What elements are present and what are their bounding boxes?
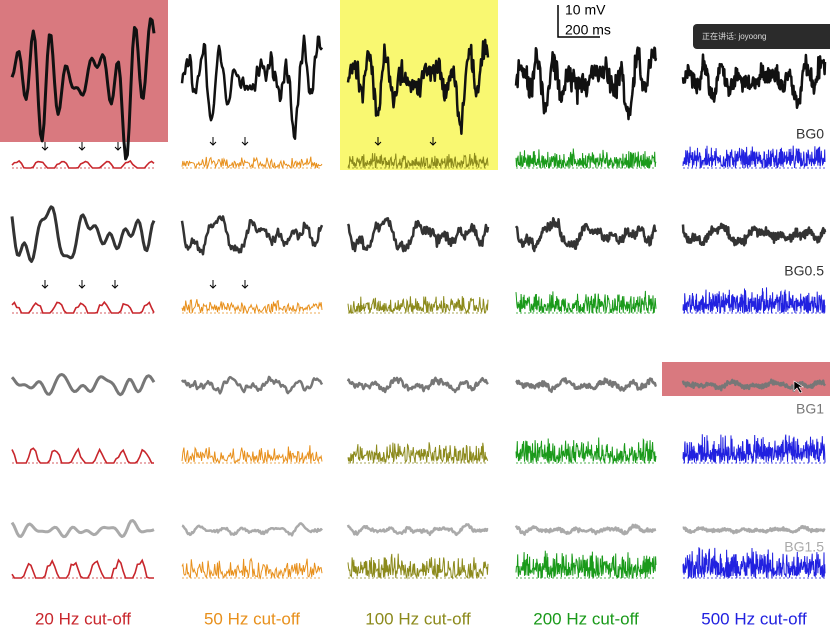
scale-bar bbox=[557, 5, 600, 38]
voltage-trace bbox=[681, 222, 827, 247]
arrow bbox=[241, 137, 249, 146]
spike-trace bbox=[515, 148, 657, 169]
spike-trace bbox=[181, 445, 323, 464]
traces bbox=[10, 17, 827, 580]
voltage-trace bbox=[681, 378, 826, 393]
column-label: 500 Hz cut-off bbox=[701, 609, 807, 628]
cursor bbox=[793, 380, 804, 394]
column-label: 20 Hz cut-off bbox=[35, 609, 131, 628]
voltage-trace bbox=[346, 376, 489, 394]
voltage-trace bbox=[10, 17, 156, 161]
voltage-trace bbox=[180, 34, 324, 140]
spike-trace bbox=[181, 299, 323, 314]
voltage-trace bbox=[180, 215, 324, 256]
spike-trace bbox=[515, 290, 657, 314]
spike-trace bbox=[515, 437, 657, 465]
voltage-trace bbox=[10, 205, 156, 263]
voltage-trace bbox=[514, 523, 657, 536]
voltage-trace bbox=[10, 373, 156, 397]
spike-trace bbox=[682, 287, 826, 314]
arrow bbox=[241, 280, 249, 289]
voltage-trace bbox=[180, 375, 324, 395]
arrow bbox=[429, 137, 437, 146]
speaker-tooltip bbox=[693, 24, 830, 49]
column-label: 50 Hz cut-off bbox=[204, 609, 300, 628]
voltage-trace bbox=[514, 46, 658, 121]
voltage-trace bbox=[346, 38, 490, 135]
scale-voltage: 10 mV bbox=[565, 2, 606, 18]
highlight-box bbox=[0, 0, 168, 142]
spike-trace bbox=[515, 550, 657, 580]
spike-trace bbox=[181, 156, 323, 170]
row-label: BG0.5 bbox=[784, 263, 824, 279]
voltage-trace bbox=[681, 53, 827, 110]
voltage-trace bbox=[514, 217, 658, 253]
arrow bbox=[114, 142, 122, 151]
speaker-text: 正在讲话: joyoong bbox=[702, 31, 766, 41]
row-label: BG1 bbox=[796, 401, 824, 417]
spike-trace bbox=[682, 434, 826, 463]
arrow bbox=[209, 280, 217, 289]
arrow bbox=[41, 280, 49, 289]
spike-trace bbox=[181, 557, 323, 580]
voltage-trace bbox=[346, 523, 489, 537]
voltage-trace bbox=[10, 519, 155, 539]
spike-trace bbox=[347, 553, 489, 580]
spike-trace bbox=[347, 152, 489, 170]
spike-trace bbox=[682, 145, 826, 169]
spike-trace bbox=[11, 558, 154, 579]
column-label: 200 Hz cut-off bbox=[533, 609, 639, 628]
voltage-trace bbox=[346, 217, 490, 253]
arrow bbox=[78, 280, 86, 289]
spike-trace bbox=[682, 547, 826, 578]
arrow bbox=[209, 137, 217, 146]
arrow bbox=[374, 137, 382, 146]
row-label: BG0 bbox=[796, 126, 824, 142]
highlight-box bbox=[662, 362, 830, 396]
arrow bbox=[78, 142, 86, 151]
row-label: BG1.5 bbox=[784, 539, 824, 555]
arrow bbox=[41, 142, 49, 151]
spike-trace bbox=[11, 447, 154, 464]
voltage-trace bbox=[181, 522, 323, 537]
voltage-trace bbox=[515, 377, 657, 394]
spike-trace bbox=[347, 296, 489, 315]
column-label: 100 Hz cut-off bbox=[365, 609, 471, 628]
scale-time: 200 ms bbox=[565, 22, 611, 38]
spike-trace bbox=[347, 442, 489, 464]
spike-trace bbox=[11, 300, 155, 314]
spike-trace bbox=[11, 159, 155, 169]
voltage-trace bbox=[682, 524, 826, 535]
arrow bbox=[111, 280, 119, 289]
